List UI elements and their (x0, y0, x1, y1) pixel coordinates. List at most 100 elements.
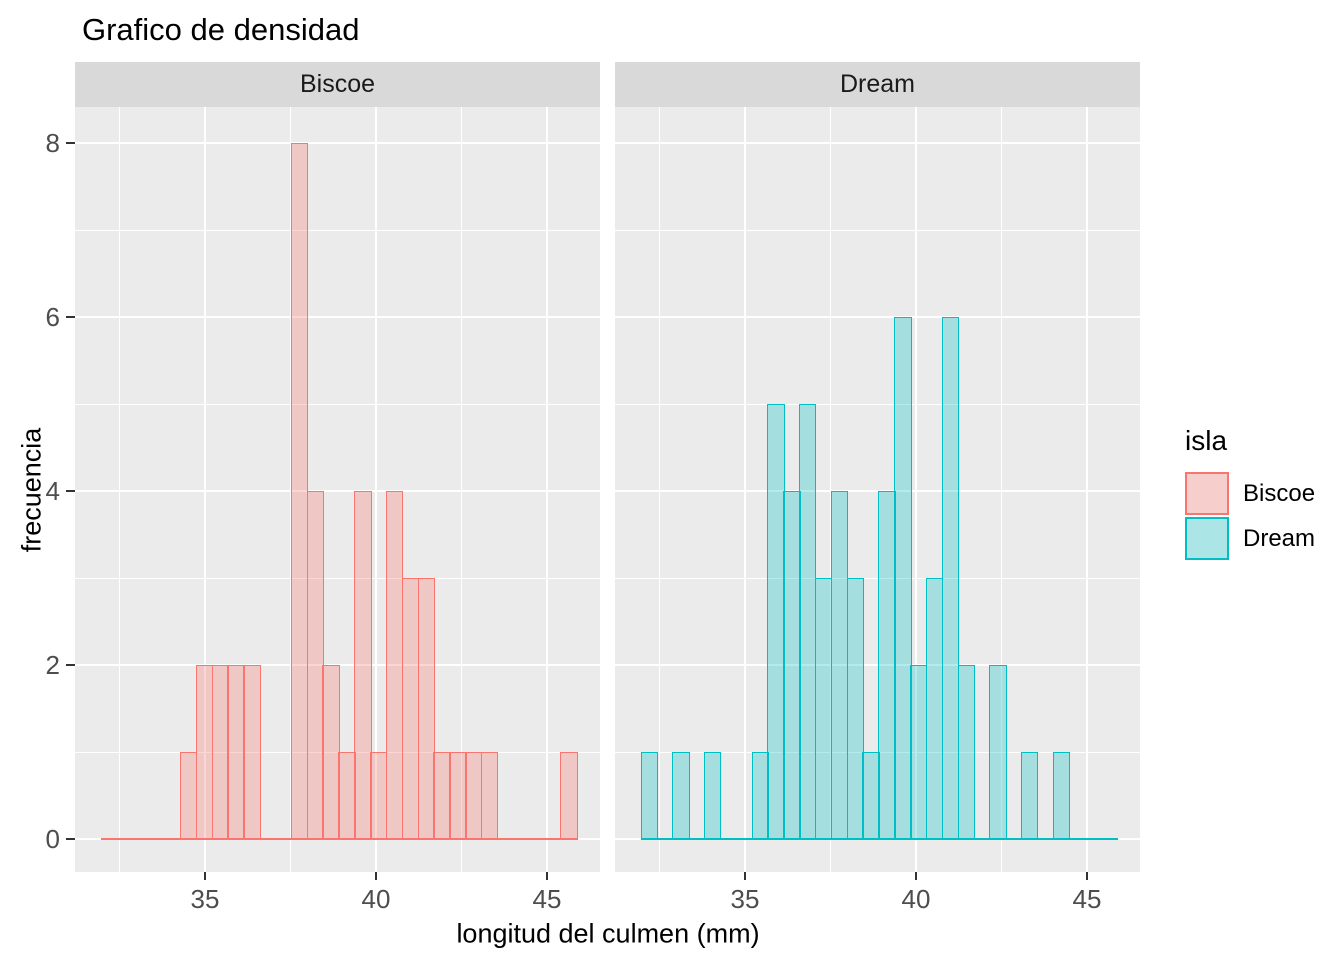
gridline-x-major (374, 107, 377, 872)
facet-strip-biscoe-label: Biscoe (299, 70, 376, 98)
gridline-x-minor (118, 107, 120, 872)
y-tick-mark (66, 316, 75, 318)
facet-strip-biscoe: Biscoe (75, 62, 600, 107)
legend: isla Biscoe Dream (1185, 425, 1343, 561)
y-tick-mark (66, 838, 75, 840)
gridline-y-minor (75, 403, 600, 405)
histogram-baseline (640, 838, 1118, 840)
histogram-bar (799, 404, 817, 839)
histogram-bar (814, 578, 833, 839)
legend-entry-dream: Dream (1185, 516, 1343, 561)
y-tick-label: 6 (45, 302, 60, 332)
x-tick-mark (914, 872, 917, 880)
histogram-bar (385, 491, 404, 839)
histogram-bar (480, 752, 499, 839)
histogram-baseline (100, 838, 578, 840)
histogram-bar (941, 317, 960, 839)
histogram-bar (783, 491, 801, 839)
legend-key-biscoe (1185, 472, 1229, 515)
x-tick-mark (203, 872, 206, 880)
x-tick-label: 40 (361, 884, 391, 914)
histogram-bar (290, 143, 309, 839)
gridline-y-minor (615, 403, 1140, 405)
gridline-x-minor (289, 107, 291, 872)
gridline-x-major (545, 107, 548, 872)
x-tick-mark (743, 872, 746, 880)
gridline-x-major (1085, 107, 1088, 872)
gridline-y-major (75, 142, 600, 144)
y-tick-label: 4 (45, 476, 60, 506)
gridline-x-major (743, 107, 746, 872)
gridline-y-major (75, 490, 600, 492)
histogram-bar (767, 404, 785, 839)
histogram-bar (179, 752, 198, 839)
histogram-bar (401, 578, 420, 839)
facet-panel-biscoe (75, 107, 600, 872)
y-axis-title: frecuencia (16, 427, 47, 553)
x-tick-label: 45 (1072, 884, 1102, 914)
gridline-y-major (615, 142, 1140, 144)
y-tick-label: 2 (45, 650, 60, 680)
histogram-bar (195, 665, 214, 839)
y-tick-label: 8 (45, 128, 60, 158)
y-tick-mark (66, 490, 75, 492)
histogram-bar (830, 491, 849, 839)
x-tick-mark (545, 872, 548, 880)
histogram-bar (704, 752, 722, 839)
legend-label-biscoe: Biscoe (1243, 479, 1316, 507)
facet-panel-dream (615, 107, 1140, 872)
facet-strip-dream: Dream (615, 62, 1140, 107)
y-tick-label: 0 (45, 824, 60, 854)
histogram-bar (433, 752, 451, 839)
histogram-bar (957, 665, 975, 839)
x-axis-title: longitud del culmen (mm) (456, 918, 760, 949)
histogram-bar (672, 752, 690, 839)
gridline-x-major (203, 107, 206, 872)
histogram-bar (1020, 752, 1039, 839)
histogram-bar (1052, 752, 1070, 839)
x-tick-mark (374, 872, 377, 880)
histogram-bar (370, 752, 388, 839)
gridline-y-minor (75, 577, 600, 579)
gridline-x-minor (658, 107, 660, 872)
plot-title: Grafico de densidad (82, 12, 360, 47)
histogram-bar (322, 665, 340, 839)
gridline-x-major (914, 107, 917, 872)
legend-label-dream: Dream (1243, 524, 1316, 552)
histogram-bar (338, 752, 356, 839)
histogram-bar (640, 752, 658, 839)
histogram-bar (560, 752, 578, 839)
gridline-y-major (75, 316, 600, 318)
gridline-x-minor (1000, 107, 1002, 872)
legend-entries: Biscoe Dream (1185, 471, 1343, 561)
x-tick-label: 35 (190, 884, 220, 914)
histogram-bar (751, 752, 769, 839)
histogram-bar (878, 491, 896, 839)
x-tick-label: 45 (532, 884, 562, 914)
x-tick-label: 40 (901, 884, 931, 914)
histogram-bar (449, 752, 467, 839)
legend-key-dream (1185, 517, 1229, 560)
histogram-bar (925, 578, 944, 839)
gridline-y-major (615, 664, 1140, 666)
y-tick-mark (66, 142, 75, 144)
gridline-x-minor (460, 107, 462, 872)
legend-entry-biscoe: Biscoe (1185, 471, 1343, 516)
legend-title: isla (1185, 425, 1228, 456)
histogram-bar (465, 752, 483, 839)
histogram-bar (894, 317, 912, 839)
x-tick-label: 35 (730, 884, 760, 914)
x-tick-mark (1085, 872, 1088, 880)
histogram-bar (417, 578, 435, 839)
gridline-y-minor (615, 229, 1140, 231)
gridline-y-minor (75, 751, 600, 753)
facet-strip-dream-label: Dream (839, 70, 915, 98)
gridline-x-minor (829, 107, 831, 872)
histogram-bar (989, 665, 1007, 839)
gridline-y-major (615, 490, 1140, 492)
gridline-y-minor (615, 577, 1140, 579)
histogram-bar (910, 665, 928, 839)
histogram-bar (306, 491, 324, 839)
histogram-bar (354, 491, 372, 839)
